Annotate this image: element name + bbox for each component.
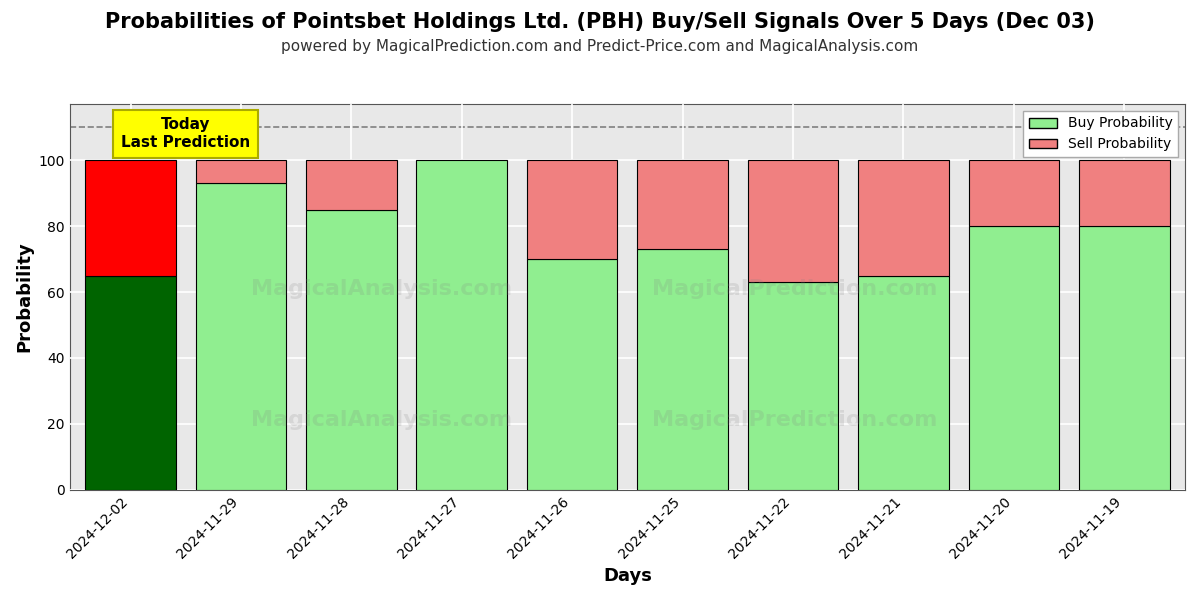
Bar (85, 275, 175, 490)
Bar (1079, 226, 1170, 490)
Text: MagicalAnalysis.com: MagicalAnalysis.com (252, 410, 512, 430)
Bar (527, 259, 618, 490)
Bar (416, 160, 508, 490)
Text: Probabilities of Pointsbet Holdings Ltd. (PBH) Buy/Sell Signals Over 5 Days (Dec: Probabilities of Pointsbet Holdings Ltd.… (106, 12, 1094, 32)
Bar (968, 226, 1060, 490)
Bar (306, 160, 397, 209)
Bar (858, 275, 949, 490)
Bar (968, 160, 1060, 226)
Bar (196, 183, 287, 490)
Bar (527, 160, 618, 259)
Bar (858, 160, 949, 275)
Bar (637, 160, 728, 249)
Bar (637, 249, 728, 490)
Text: MagicalAnalysis.com: MagicalAnalysis.com (252, 279, 512, 299)
Text: MagicalPrediction.com: MagicalPrediction.com (652, 410, 937, 430)
Bar (85, 160, 175, 275)
Bar (306, 209, 397, 490)
Bar (748, 282, 839, 490)
X-axis label: Days: Days (602, 567, 652, 585)
Bar (1079, 160, 1170, 226)
Bar (196, 160, 287, 183)
Bar (748, 160, 839, 282)
Y-axis label: Probability: Probability (14, 242, 34, 352)
Legend: Buy Probability, Sell Probability: Buy Probability, Sell Probability (1024, 111, 1178, 157)
Text: powered by MagicalPrediction.com and Predict-Price.com and MagicalAnalysis.com: powered by MagicalPrediction.com and Pre… (281, 39, 919, 54)
Text: Today
Last Prediction: Today Last Prediction (121, 118, 251, 150)
Text: MagicalPrediction.com: MagicalPrediction.com (652, 279, 937, 299)
